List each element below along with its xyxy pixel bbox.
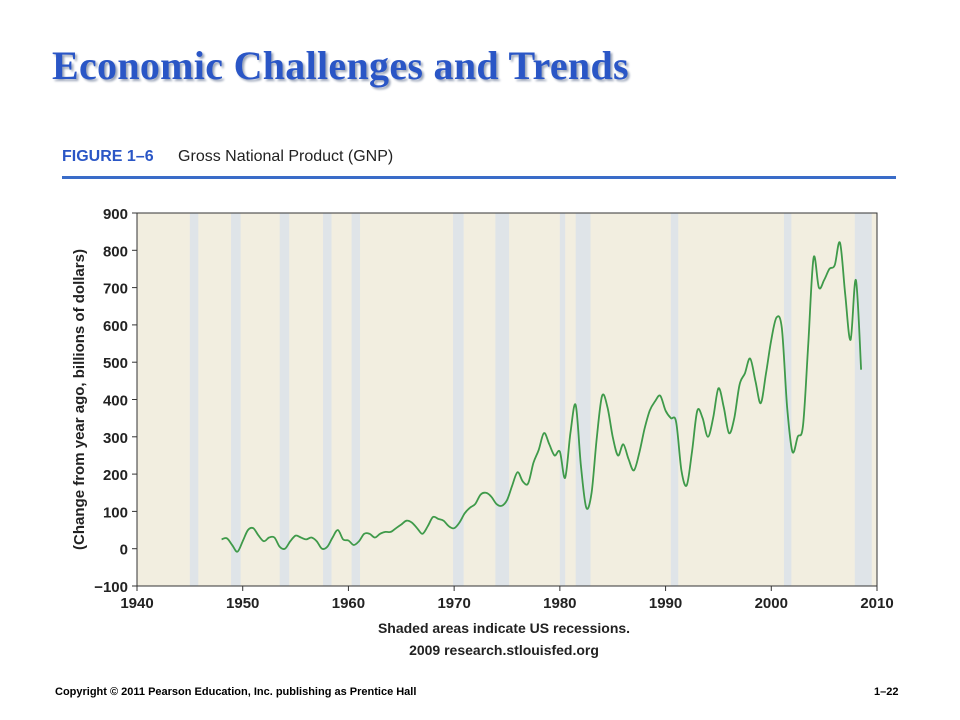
x-tick-label: 1950 [226,595,259,612]
plot-border [136,212,878,587]
y-tick-label: −100 [94,579,128,596]
y-tick-label: 700 [103,281,128,298]
copyright-footer: Copyright © 2011 Pearson Education, Inc.… [55,686,417,698]
y-tick-label: 300 [103,430,128,447]
x-tick-label: 1960 [332,595,365,612]
figure-header: FIGURE 1–6 Gross National Product (GNP) [62,148,393,166]
recession-band [575,213,591,586]
figure-title: Gross National Product (GNP) [178,148,394,165]
recession-band [783,213,792,586]
y-tick-label: 900 [103,206,128,223]
x-tick-label: 2000 [755,595,788,612]
x-axis-note-source: 2009 research.stlouisfed.org [409,642,599,658]
y-tick-label: 800 [103,243,128,260]
x-tick-label: 1990 [649,595,682,612]
recession-band [854,213,872,586]
y-tick-label: 0 [120,542,128,559]
y-tick-label: 500 [103,355,128,372]
recession-bands [189,213,872,586]
recession-band [670,213,679,586]
recession-band [559,213,566,586]
x-axis-note-recessions: Shaded areas indicate US recessions. [378,620,630,636]
x-tick-label: 2010 [860,595,893,612]
y-tick-label: 400 [103,393,128,410]
x-tick-label: 1980 [543,595,576,612]
y-tick-label: 600 [103,318,128,335]
recession-band [495,213,510,586]
y-tick-label: 100 [103,504,128,521]
recession-band [323,213,332,586]
y-axis-label: (Change from year ago, billions of dolla… [71,249,88,550]
gnp-series-line [221,241,862,553]
axis-ticks: −100 0 100 200 300 400 500 600 700 800 900 1940 1950… [94,206,893,612]
figure-label: FIGURE 1–6 [62,148,154,165]
x-tick-label: 1970 [437,595,470,612]
recession-band [231,213,241,586]
y-tick-label: 200 [103,467,128,484]
page-number: 1–22 [874,686,899,698]
slide-title: Economic Challenges and Trends [52,43,629,88]
recession-band [453,213,464,586]
figure-divider [62,176,896,179]
recession-band [189,213,199,586]
recession-band [351,213,361,586]
recession-band [279,213,290,586]
x-tick-label: 1940 [120,595,153,612]
